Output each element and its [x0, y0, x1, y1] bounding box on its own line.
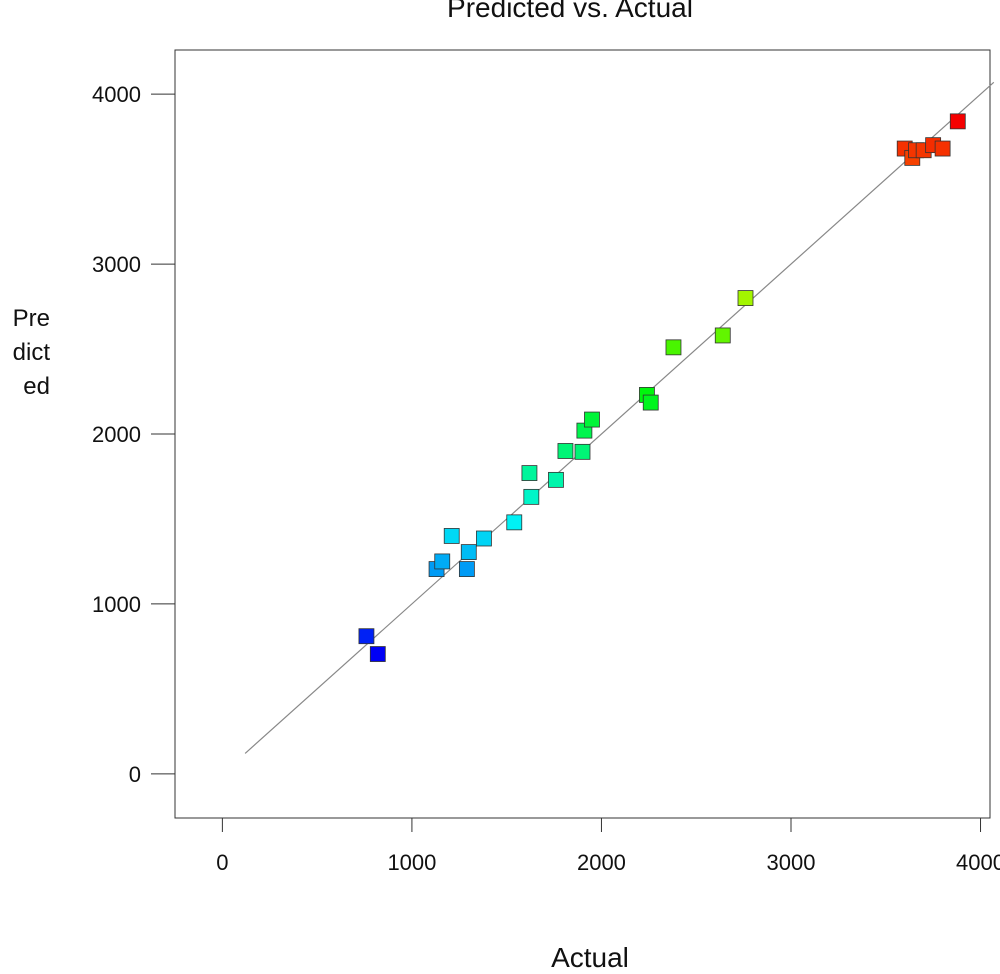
y-tick-label: 3000: [92, 252, 141, 277]
y-axis-label-line-2: dict: [12, 339, 50, 366]
x-tick-label: 0: [216, 850, 228, 875]
data-point: [934, 140, 951, 157]
x-tick-label: 3000: [767, 850, 816, 875]
reference-line-layer: [244, 81, 995, 754]
data-point: [506, 514, 523, 531]
x-tick-label: 4000: [956, 850, 1000, 875]
data-point: [665, 339, 682, 356]
data-point: [949, 113, 966, 130]
data-point: [443, 528, 460, 544]
data-point: [548, 471, 564, 488]
data-point: [737, 290, 754, 306]
data-point: [523, 488, 540, 505]
axis-ticks-layer: 0 1000 2000 3000 4000 0 1000 2000 3000 4000: [92, 82, 1000, 875]
data-point: [358, 628, 375, 645]
y-axis-label-line-3: ed: [23, 373, 50, 400]
data-point: [574, 443, 591, 460]
reference-line: [244, 81, 995, 754]
y-tick-label: 1000: [92, 592, 141, 617]
y-tick-label: 4000: [92, 82, 141, 107]
y-axis-label: Pre dict ed: [0, 302, 50, 404]
x-axis-label: Actual: [551, 942, 629, 973]
y-tick-label: 2000: [92, 422, 141, 447]
data-point: [458, 561, 475, 577]
data-point: [460, 544, 477, 560]
data-point: [714, 327, 731, 344]
data-point: [369, 646, 386, 662]
x-tick-label: 1000: [387, 850, 436, 875]
data-point: [434, 553, 451, 570]
x-tick-label: 2000: [577, 850, 626, 875]
data-point: [521, 465, 538, 481]
data-point: [557, 443, 574, 459]
data-points-layer: [358, 113, 966, 662]
data-point: [584, 411, 600, 428]
y-tick-label: 0: [129, 762, 141, 787]
data-point: [476, 530, 492, 547]
y-axis-label-line-1: Pre: [12, 305, 50, 332]
data-point: [642, 394, 659, 411]
chart-title: Predicted vs. Actual: [447, 0, 693, 23]
